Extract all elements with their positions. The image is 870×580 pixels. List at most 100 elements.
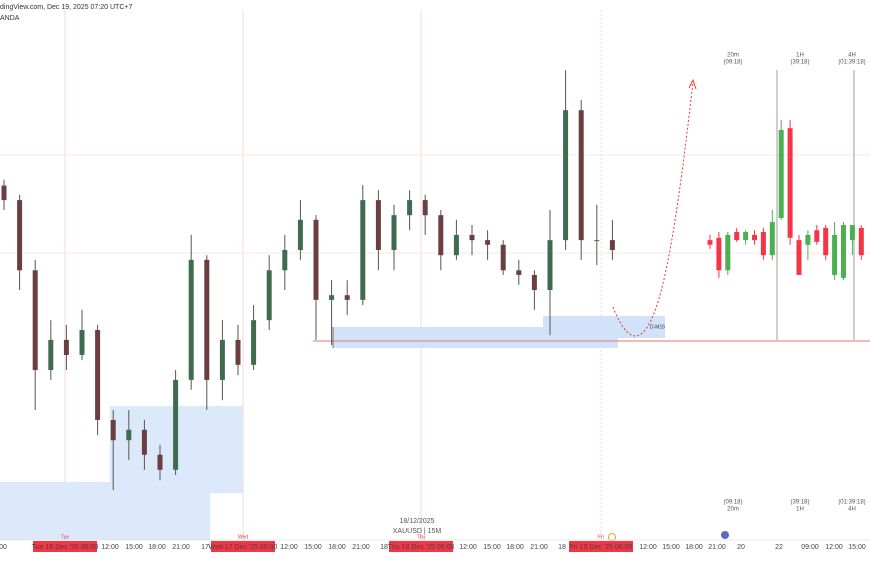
- tf-countdown: (09:18): [723, 60, 742, 66]
- candle-body: [752, 234, 757, 241]
- candle-body: [814, 230, 820, 242]
- zones: [0, 316, 870, 540]
- candle-body: [313, 219, 319, 300]
- tf-label: 4H: [848, 507, 856, 513]
- candle-body: [516, 270, 522, 275]
- time-label: 00: [0, 544, 7, 551]
- tf-label: 1H: [796, 507, 804, 513]
- candle-body: [438, 215, 444, 256]
- candle-body: [188, 259, 194, 380]
- candle-body: [858, 227, 864, 256]
- tf-countdown: (01:39:18): [838, 500, 865, 506]
- projection-arrow: [688, 78, 697, 90]
- tf-label: 20m: [727, 507, 739, 513]
- tf-countdown: (39:18): [790, 500, 809, 506]
- time-highlight: [33, 541, 97, 552]
- tf-countdown: (09:18): [723, 500, 742, 506]
- candle-body: [375, 200, 381, 250]
- time-label: 12:00: [459, 544, 477, 551]
- time-highlight: [389, 541, 453, 552]
- candle-body: [63, 339, 69, 355]
- time-label: 15:00: [125, 544, 143, 551]
- tf-label: 4H: [848, 53, 856, 59]
- candle-body: [266, 270, 272, 321]
- candle-body: [251, 320, 257, 365]
- time-label: 15:00: [662, 544, 680, 551]
- day-marker: Tue: [61, 534, 70, 540]
- time-label: 09:00: [801, 544, 819, 551]
- candle-body: [219, 339, 225, 380]
- time-label: Tue 16 Dec '25 06:00: [32, 544, 99, 551]
- candle-body: [329, 295, 335, 300]
- candle-body: [823, 227, 829, 256]
- time-label: 21:00: [530, 544, 548, 551]
- source-text: dingView.com, Dec 19, 2025 07:20 UTC+7: [0, 4, 132, 11]
- candle-body: [547, 240, 553, 290]
- time-label: 12:00: [101, 544, 119, 551]
- candle-body: [500, 244, 506, 271]
- candle-body: [485, 240, 491, 245]
- projection-path: [612, 81, 694, 337]
- candle-body: [841, 225, 846, 278]
- event-icon: [608, 533, 616, 541]
- candle-body: [778, 129, 784, 219]
- time-label: 12:00: [280, 544, 298, 551]
- candle-body: [716, 237, 722, 271]
- day-marker: Fri: [598, 534, 604, 540]
- time-label: Wed 17 Dec '25 06:00: [209, 544, 278, 551]
- time-label: 18:00: [685, 544, 703, 551]
- candle-body: [282, 249, 288, 271]
- candle-body: [760, 232, 766, 256]
- annotation: D-M15: [650, 324, 665, 330]
- time-label: 21:00: [352, 544, 370, 551]
- time-label: 15:00: [848, 544, 866, 551]
- candle-body: [578, 110, 584, 241]
- time-label: 18:00: [148, 544, 166, 551]
- time-label: 12:00: [639, 544, 657, 551]
- zone: [543, 316, 665, 338]
- time-highlight: [569, 541, 633, 552]
- tf-countdown: (01:39:18): [838, 60, 865, 66]
- candle-body: [531, 274, 537, 290]
- day-marker: Thu: [417, 534, 426, 540]
- flag-icon: [721, 531, 729, 539]
- candle-body: [594, 240, 600, 242]
- tf-label: 20m: [727, 53, 739, 59]
- candle-body: [204, 259, 210, 380]
- candle-body: [849, 225, 855, 241]
- time-label: 15:00: [483, 544, 501, 551]
- candle-body: [609, 240, 615, 250]
- candle-body: [344, 295, 350, 300]
- time-label: 15:00: [304, 544, 322, 551]
- time-label: 21:00: [708, 544, 726, 551]
- candle-body: [407, 200, 413, 216]
- time-label: 18: [558, 544, 566, 551]
- symbol-watermark: XAUUSD | 15M: [393, 528, 442, 535]
- candle-body: [743, 232, 749, 241]
- time-label: 17: [201, 544, 209, 551]
- candle-body: [769, 222, 775, 256]
- candle-body: [832, 234, 838, 275]
- time-axis: 00 Tue 16 Dec '25 06:00 12:00 15:00 18:00 21:…: [0, 541, 866, 552]
- candle-body: [173, 379, 179, 470]
- broker-text: ANDA: [0, 15, 20, 22]
- tf-countdown: (39:18): [790, 60, 809, 66]
- date-watermark: 18/12/2025: [399, 518, 434, 525]
- candle-body: [725, 234, 731, 271]
- day-marker: Wed: [238, 534, 248, 540]
- candle-body: [1, 185, 7, 201]
- time-label: Fri 19 Dec '25 06:00: [570, 544, 633, 551]
- time-label: 18: [380, 544, 388, 551]
- time-label: 21:00: [172, 544, 190, 551]
- time-label: 22: [775, 544, 783, 551]
- htf-panel: 20m(09:18)(09:18)20m1H(39:18)(39:18)1H4H…: [707, 53, 866, 513]
- candle-body: [79, 330, 85, 355]
- candle-body: [95, 330, 101, 420]
- candle-body: [48, 339, 54, 371]
- time-label: 20: [737, 544, 745, 551]
- candle-body: [453, 234, 459, 256]
- candle-body: [805, 234, 811, 245]
- candle-body: [32, 270, 38, 371]
- candle-body: [141, 429, 147, 455]
